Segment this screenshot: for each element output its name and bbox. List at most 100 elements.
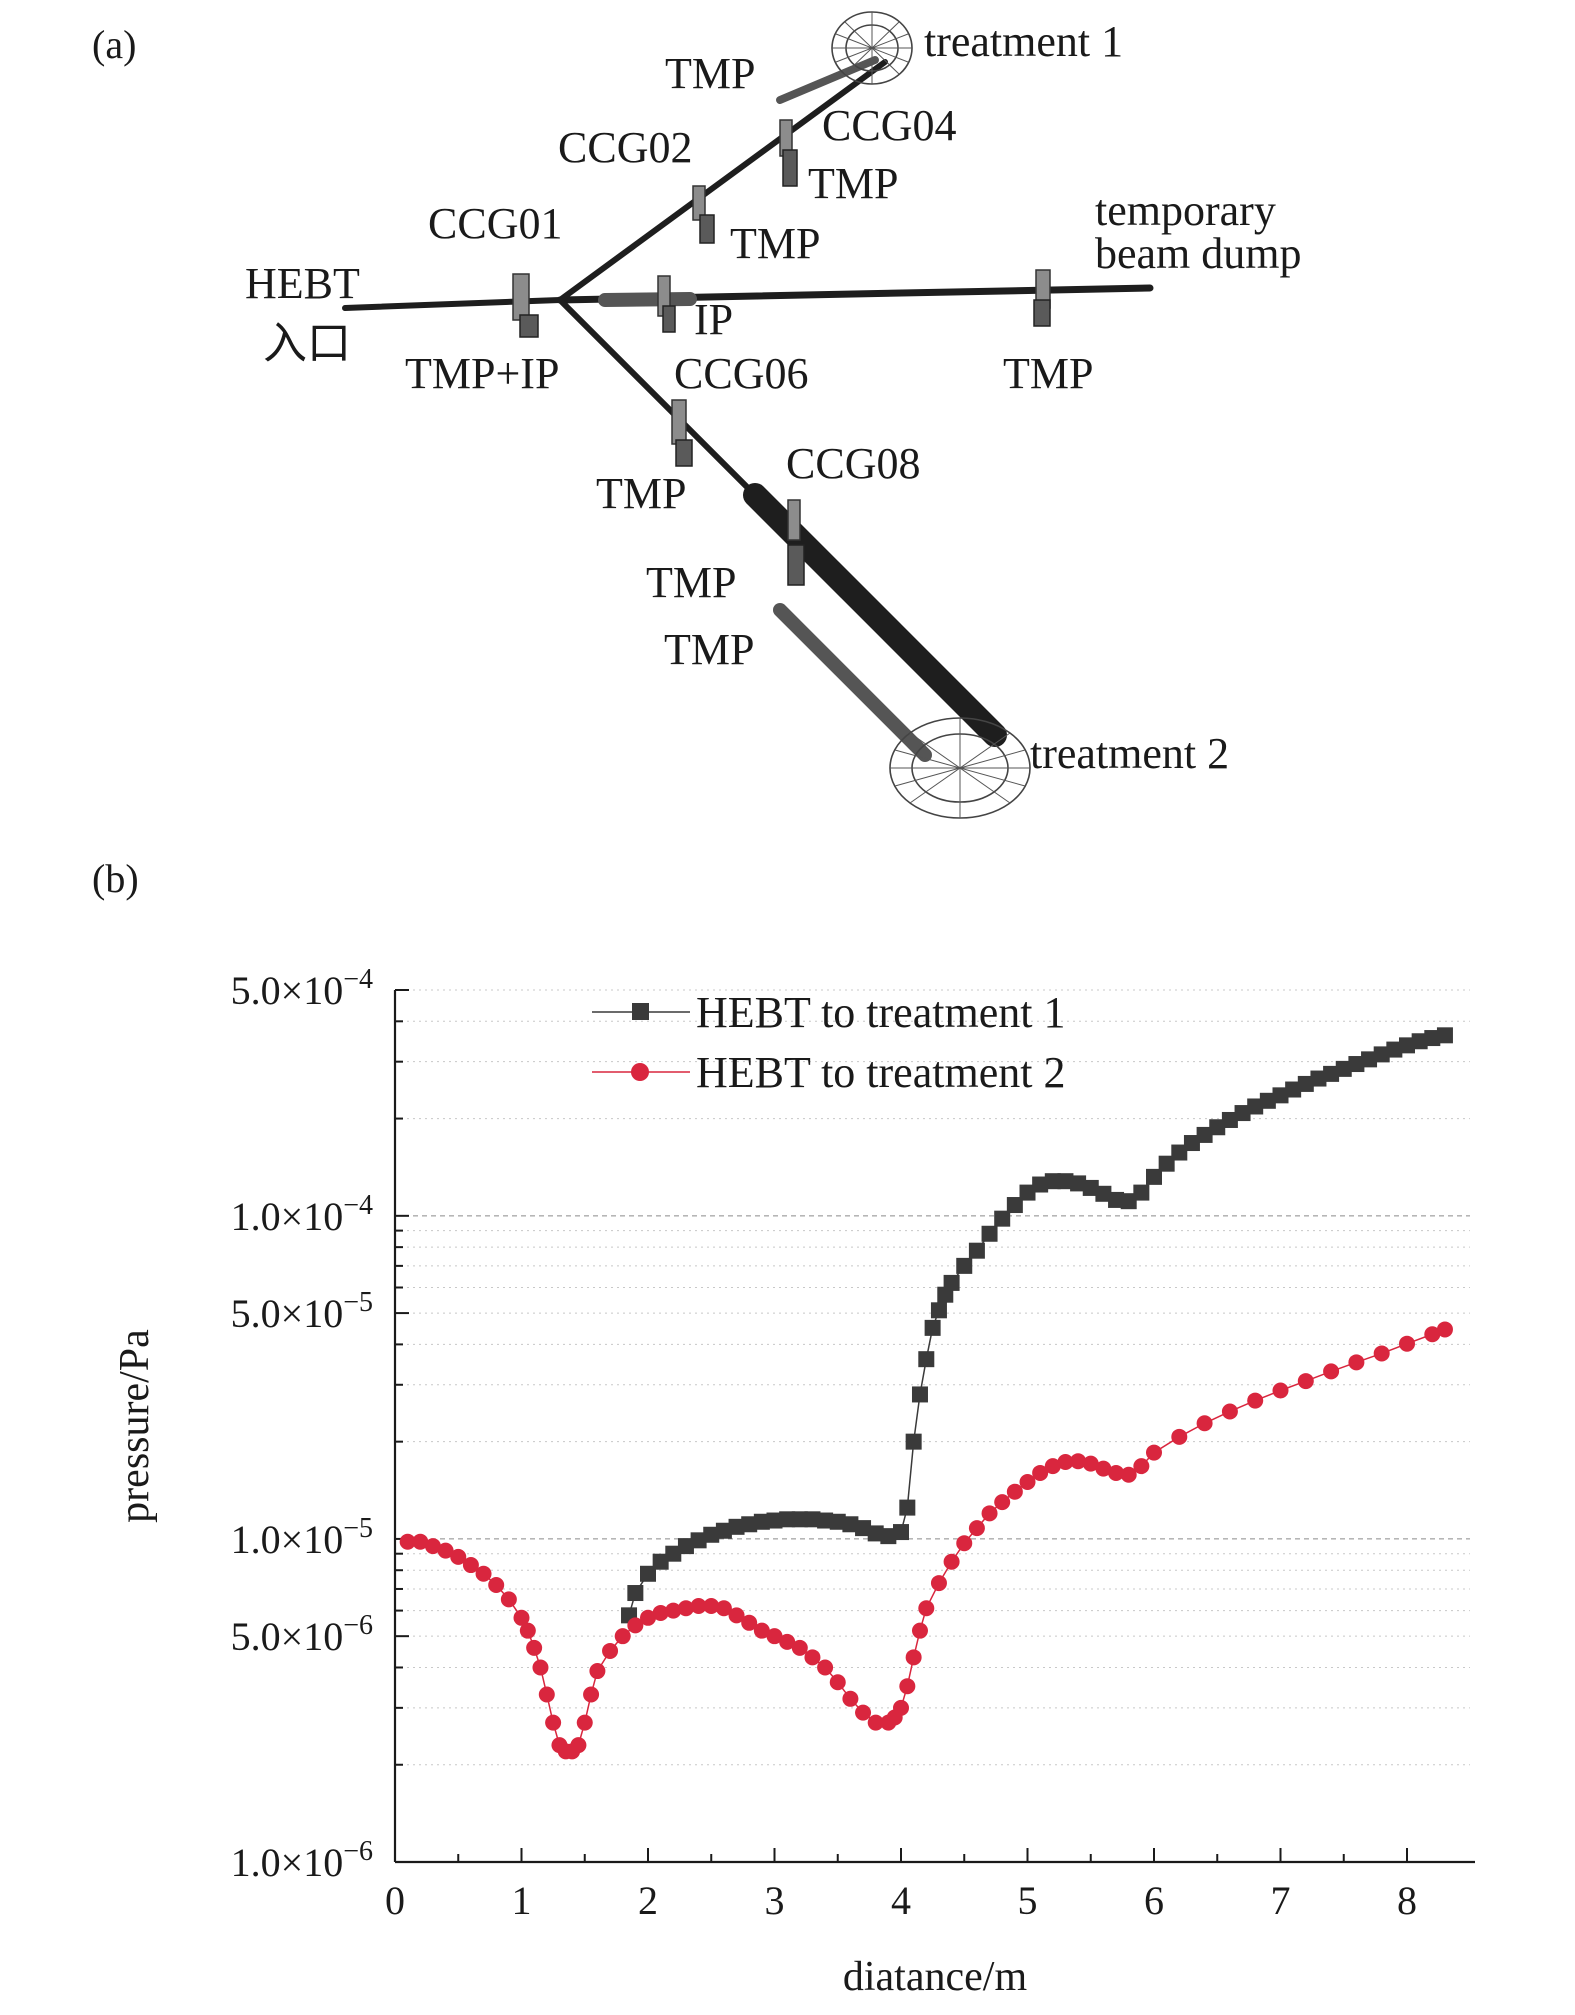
- series2-point: [1436, 1321, 1453, 1338]
- series2-point: [1057, 1454, 1074, 1471]
- series1-point: [994, 1210, 1011, 1227]
- label-tmp-ccg08: TMP: [646, 558, 736, 607]
- series2-point: [1272, 1382, 1289, 1399]
- series2-point: [779, 1633, 796, 1650]
- pump-ccg02: [692, 185, 715, 244]
- series2-point: [1032, 1464, 1049, 1481]
- y-tick-label: 5.0×10−6: [231, 1610, 373, 1659]
- series1-point: [1361, 1051, 1378, 1068]
- series2-point: [703, 1597, 720, 1614]
- y-tick-label: 5.0×10−5: [231, 1287, 373, 1336]
- series2-point: [488, 1577, 505, 1594]
- series1-point: [1310, 1070, 1327, 1087]
- series1-point: [1183, 1135, 1200, 1152]
- series2-point: [589, 1663, 606, 1680]
- series2-point: [829, 1674, 846, 1691]
- legend-marker-series2: [631, 1063, 649, 1081]
- series1-point: [930, 1302, 947, 1319]
- legend-label-series2: HEBT to treatment 2: [696, 1048, 1065, 1097]
- label-tmp-ip: TMP+IP: [405, 349, 559, 398]
- series1-point: [1120, 1193, 1137, 1210]
- series1-point: [1335, 1060, 1352, 1077]
- series2-point: [1399, 1335, 1415, 1352]
- series2-point: [532, 1659, 549, 1676]
- series1-point: [1006, 1197, 1023, 1214]
- x-ticks: 0 1 2 3 4 5 6 7 8: [385, 1848, 1417, 1923]
- label-tmp-treatment1: TMP: [665, 49, 755, 98]
- series1-point: [627, 1585, 644, 1602]
- series2-point: [690, 1597, 707, 1614]
- series2-point: [665, 1602, 682, 1619]
- legend-marker-series1: [632, 1003, 649, 1020]
- panel-b-letter: (b): [92, 856, 139, 901]
- series2-point: [804, 1649, 821, 1666]
- series1-point: [779, 1511, 796, 1528]
- label-ccg01: CCG01: [428, 199, 562, 248]
- pump-ccg08: [787, 499, 805, 586]
- series2-point: [475, 1565, 492, 1582]
- x-tick-label: 0: [385, 1878, 405, 1923]
- series2-point: [1348, 1354, 1365, 1371]
- label-temporary: temporary: [1095, 186, 1276, 235]
- series1-point: [677, 1538, 694, 1555]
- series1-point: [728, 1518, 745, 1535]
- pipe-tmp-treatment1: [776, 56, 879, 104]
- series2-point: [1019, 1474, 1036, 1491]
- legend: HEBT to treatment 1 HEBT to treatment 2: [592, 988, 1065, 1097]
- series2-point: [424, 1538, 441, 1555]
- series1-point: [690, 1532, 707, 1549]
- series1-point: [842, 1516, 859, 1533]
- series1-point: [1019, 1184, 1036, 1201]
- series2-point: [911, 1622, 928, 1639]
- series1-point: [1424, 1030, 1441, 1047]
- series2-point: [1006, 1483, 1023, 1500]
- series2-point: [968, 1520, 985, 1537]
- treatment1-dish: [831, 11, 913, 85]
- series1-point: [1386, 1041, 1403, 1058]
- series2-point: [753, 1622, 770, 1639]
- pump-ccg04: [779, 119, 798, 187]
- series1-point: [1057, 1173, 1074, 1190]
- series2-point: [500, 1591, 517, 1608]
- series2-point: [1221, 1403, 1238, 1420]
- x-tick-label: 1: [512, 1878, 532, 1923]
- x-tick-label: 8: [1397, 1878, 1417, 1923]
- series1-point: [817, 1512, 834, 1529]
- series1-point: [1070, 1175, 1087, 1192]
- series1-point: [880, 1528, 897, 1545]
- series1-point: [855, 1520, 872, 1537]
- series1-point: [1032, 1176, 1049, 1193]
- label-entrance: 入口: [263, 319, 351, 368]
- series1-point: [829, 1513, 846, 1530]
- pump-tmp-ip: [512, 273, 539, 338]
- series1-point: [867, 1525, 884, 1542]
- series2-point: [1044, 1458, 1061, 1475]
- pipe-to-treatment1: [557, 59, 888, 303]
- series2-point: [766, 1628, 783, 1645]
- label-ip: IP: [694, 295, 733, 344]
- series2-point: [526, 1639, 543, 1656]
- series2-point: [842, 1690, 859, 1707]
- series2-point: [905, 1649, 922, 1666]
- series1-point: [911, 1386, 928, 1403]
- series1-point: [1373, 1046, 1390, 1063]
- series2-point: [1424, 1326, 1441, 1343]
- series2-point: [545, 1714, 562, 1731]
- panel-a-letter: (a): [92, 22, 136, 67]
- series1-point: [640, 1565, 656, 1582]
- label-ccg08: CCG08: [786, 439, 920, 488]
- series1-point: [703, 1526, 720, 1543]
- series1-point: [1323, 1065, 1340, 1082]
- label-tmp-ccg04: TMP: [808, 159, 898, 208]
- pipe-tmp-treatment2: [773, 603, 932, 762]
- series2-point: [437, 1542, 454, 1559]
- series1-point: [1221, 1111, 1238, 1128]
- series2-point: [399, 1533, 416, 1550]
- label-beam-dump: beam dump: [1095, 229, 1302, 278]
- pipe-to-treatment2-upper: [557, 297, 758, 498]
- series2-point: [513, 1609, 530, 1626]
- series1-point: [1436, 1027, 1453, 1044]
- series2-point: [519, 1622, 536, 1639]
- series2-point: [791, 1639, 808, 1656]
- series1-point: [1171, 1144, 1188, 1161]
